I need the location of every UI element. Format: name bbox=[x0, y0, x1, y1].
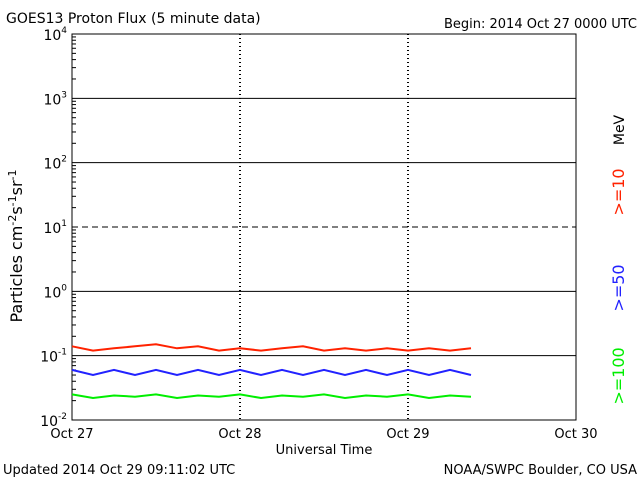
legend-ge50: >=50 bbox=[609, 264, 628, 311]
day-separators bbox=[239, 34, 409, 420]
y-tick-label: 104 bbox=[43, 26, 67, 44]
y-tick-labels: 10-2 10-1 100 101 102 103 104 bbox=[40, 26, 67, 430]
credit-label: NOAA/SWPC Boulder, CO USA bbox=[444, 463, 637, 478]
x-tick-label: Oct 29 bbox=[386, 427, 429, 442]
x-tick-label: Oct 27 bbox=[50, 427, 93, 442]
y-tick-label: 100 bbox=[43, 283, 67, 301]
chart-title: GOES13 Proton Flux (5 minute data) bbox=[6, 11, 261, 27]
y-tick-label: 10-1 bbox=[40, 348, 67, 366]
data-series bbox=[71, 343, 472, 400]
y-tick-label: 102 bbox=[43, 155, 67, 173]
x-axis-title: Universal Time bbox=[276, 443, 373, 458]
y-tick-label: 101 bbox=[43, 219, 67, 237]
x-tick-labels: Oct 27 Oct 28 Oct 29 Oct 30 bbox=[50, 427, 597, 442]
legend-unit: MeV bbox=[612, 114, 628, 145]
legend-ge100: >=100 bbox=[609, 347, 628, 404]
series-line-2 bbox=[71, 393, 472, 400]
x-tick-label: Oct 30 bbox=[554, 427, 597, 442]
x-tick-label: Oct 28 bbox=[218, 427, 261, 442]
legend-ge10: >=10 bbox=[609, 168, 628, 215]
y-axis-title: Particles cm-2s-1sr-1 bbox=[6, 169, 26, 322]
y-tick-label: 10-2 bbox=[40, 412, 67, 430]
series-line-0 bbox=[71, 343, 472, 352]
begin-time-label: Begin: 2014 Oct 27 0000 UTC bbox=[444, 17, 637, 32]
series-line-1 bbox=[71, 368, 472, 377]
y-tick-label: 103 bbox=[43, 90, 67, 108]
horizontal-gridlines bbox=[72, 36, 576, 402]
updated-timestamp: Updated 2014 Oct 29 09:11:02 UTC bbox=[3, 463, 235, 478]
